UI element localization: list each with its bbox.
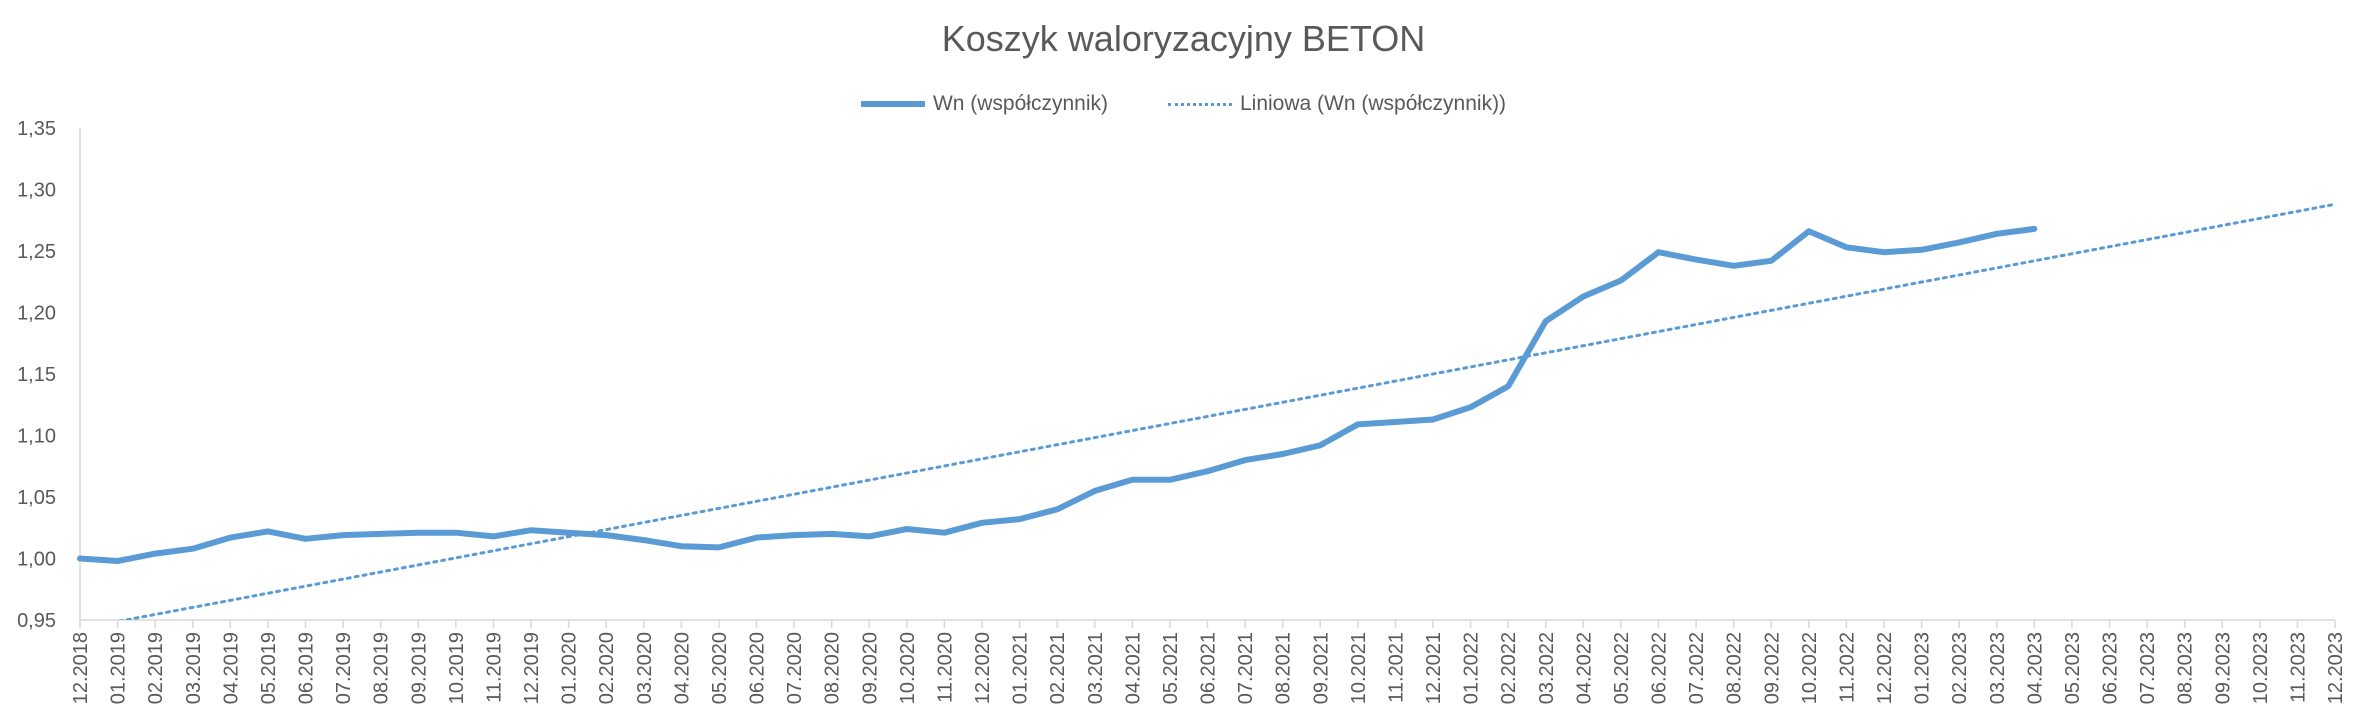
x-tick-label: 01.2022 xyxy=(1461,632,1483,704)
x-tick-label: 05.2021 xyxy=(1160,632,1182,704)
y-tick-label: 1,05 xyxy=(17,487,56,509)
x-tick-label: 10.2022 xyxy=(1799,632,1821,704)
x-tick-label: 05.2022 xyxy=(1611,632,1633,704)
legend-swatch-dotted xyxy=(1167,102,1232,106)
x-tick-label: 07.2019 xyxy=(333,632,355,704)
x-tick-label: 09.2023 xyxy=(2212,632,2234,704)
y-tick-label: 1,15 xyxy=(17,364,56,386)
x-tick-label: 12.2018 xyxy=(70,632,92,704)
x-tick-label: 06.2020 xyxy=(747,632,769,704)
x-tick-label: 01.2020 xyxy=(559,632,581,704)
x-tick-label: 12.2023 xyxy=(2325,632,2347,704)
x-tick-label: 01.2021 xyxy=(1010,632,1032,704)
x-tick-label: 10.2023 xyxy=(2250,632,2272,704)
x-tick-label: 01.2023 xyxy=(1912,632,1934,704)
x-tick-label: 12.2019 xyxy=(521,632,543,704)
x-tick-label: 04.2022 xyxy=(1573,632,1595,704)
x-tick-label: 04.2023 xyxy=(2024,632,2046,704)
trendline xyxy=(117,202,2335,620)
x-tick-label: 04.2019 xyxy=(220,632,242,704)
y-tick-label: 1,20 xyxy=(17,303,56,325)
x-tick-label: 05.2020 xyxy=(709,632,731,704)
y-tick-label: 0,95 xyxy=(17,610,56,632)
x-tick-label: 12.2022 xyxy=(1874,632,1896,704)
legend-item-trendline[interactable]: Liniowa (Wn (współczynnik)) xyxy=(1167,92,1507,116)
x-tick-label: 02.2020 xyxy=(596,632,618,704)
x-tick-label: 05.2023 xyxy=(2062,632,2084,704)
x-tick-label: 03.2023 xyxy=(1987,632,2009,704)
x-tick-label: 10.2019 xyxy=(446,632,468,704)
x-tick-label: 11.2022 xyxy=(1836,632,1858,703)
x-tick-label: 08.2022 xyxy=(1724,632,1746,704)
legend-swatch-solid xyxy=(860,101,925,107)
x-tick-label: 06.2021 xyxy=(1198,632,1220,704)
y-tick-label: 1,00 xyxy=(17,549,56,571)
x-tick-label: 09.2021 xyxy=(1310,632,1332,704)
x-tick-label: 10.2020 xyxy=(897,632,919,704)
x-tick-label: 11.2019 xyxy=(483,632,505,703)
x-tick-label: 07.2020 xyxy=(784,632,806,704)
legend-label-series: Wn (współczynnik) xyxy=(932,92,1108,115)
legend-item-series[interactable]: Wn (współczynnik) xyxy=(860,92,1108,116)
x-tick-label: 04.2021 xyxy=(1122,632,1144,704)
x-tick-label: 08.2021 xyxy=(1273,632,1295,704)
x-tick-label: 03.2020 xyxy=(634,632,656,704)
x-tick-label: 05.2019 xyxy=(258,632,280,704)
x-tick-label: 06.2022 xyxy=(1649,632,1671,704)
x-tick-label: 12.2020 xyxy=(972,632,994,704)
x-tick-label: 06.2023 xyxy=(2100,632,2122,704)
x-tick-label: 03.2019 xyxy=(183,632,205,704)
x-tick-label: 06.2019 xyxy=(296,632,318,704)
x-tick-label: 08.2023 xyxy=(2175,632,2197,704)
series-line-wn[interactable] xyxy=(77,225,2038,564)
x-tick-label: 07.2023 xyxy=(2137,632,2159,704)
y-tick-label: 1,25 xyxy=(17,241,56,263)
x-tick-label: 02.2022 xyxy=(1498,632,1520,704)
x-tick-label: 07.2021 xyxy=(1235,632,1257,704)
x-tick-label: 02.2019 xyxy=(145,632,167,704)
y-tick-label: 1,30 xyxy=(17,180,56,202)
x-tick-label: 11.2021 xyxy=(1385,632,1407,703)
x-tick-label: 10.2021 xyxy=(1348,632,1370,704)
x-tick-label: 02.2021 xyxy=(1047,632,1069,704)
x-tick-label: 12.2021 xyxy=(1423,632,1445,704)
x-tick-label: 03.2022 xyxy=(1536,632,1558,704)
x-tick-label: 09.2022 xyxy=(1761,632,1783,704)
x-tick-label: 09.2019 xyxy=(408,632,430,704)
x-tick-label: 01.2019 xyxy=(108,632,130,704)
x-tick-label: 08.2020 xyxy=(822,632,844,704)
legend: Wn (współczynnik) Liniowa (Wn (współczyn… xyxy=(0,92,2367,116)
x-tick-label: 02.2023 xyxy=(1949,632,1971,704)
chart-title: Koszyk waloryzacyjny BETON xyxy=(941,18,1426,59)
x-tick-label: 08.2019 xyxy=(371,632,393,704)
x-tick-label: 04.2020 xyxy=(671,632,693,704)
y-tick-label: 1,35 xyxy=(17,118,56,140)
x-tick-label: 03.2021 xyxy=(1085,632,1107,704)
y-tick-label: 1,10 xyxy=(17,426,56,448)
legend-label-trendline: Liniowa (Wn (współczynnik)) xyxy=(1239,92,1507,115)
x-tick-label: 11.2023 xyxy=(2287,632,2309,703)
x-tick-label: 11.2020 xyxy=(934,632,956,703)
x-tick-label: 07.2022 xyxy=(1686,632,1708,704)
x-tick-label: 09.2020 xyxy=(859,632,881,704)
